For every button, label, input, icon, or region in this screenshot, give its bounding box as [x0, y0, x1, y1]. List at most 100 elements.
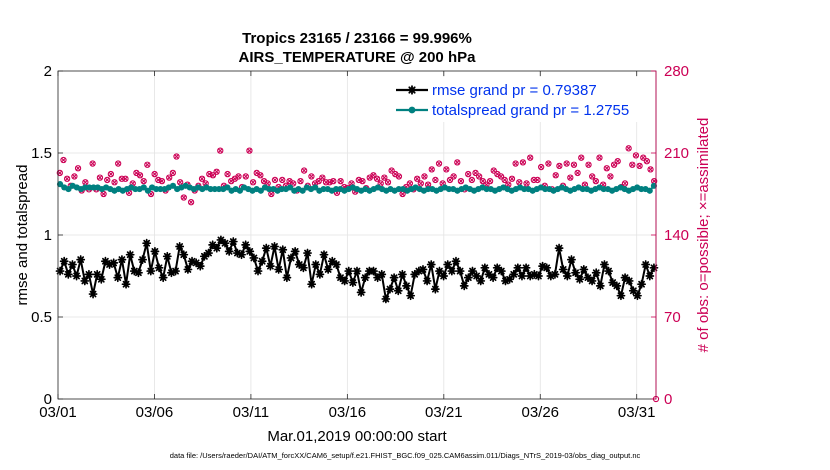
obs-possible-marker: [337, 177, 344, 185]
obs-count-point: [257, 172, 264, 179]
obs-possible-marker: [315, 177, 322, 185]
obs-assimilated-marker: [637, 163, 643, 169]
obs-possible-marker: [476, 173, 483, 180]
obs-possible-marker: [381, 174, 388, 181]
obs-possible-marker: [169, 169, 177, 177]
obs-count-point: [614, 158, 621, 165]
obs-count-point: [523, 180, 530, 187]
obs-possible-marker: [104, 176, 111, 184]
obs-possible-marker: [319, 174, 326, 181]
obs-count-point: [578, 154, 585, 161]
obs-count-point: [417, 180, 424, 187]
obs-count-point: [74, 165, 82, 172]
obs-assimilated-marker: [181, 194, 187, 201]
obs-assimilated-marker: [443, 166, 449, 172]
rmse-point: [72, 271, 82, 281]
rmse-point: [422, 276, 432, 286]
totalspread-series: [56, 181, 658, 194]
rmse-point: [191, 258, 201, 268]
obs-assimilated-marker: [159, 178, 165, 184]
rmse-point: [443, 260, 453, 269]
rmse-point: [447, 266, 457, 276]
obs-count-point: [432, 176, 439, 184]
rmse-point: [496, 266, 506, 276]
obs-possible-marker: [173, 153, 180, 160]
obs-count-point: [428, 166, 435, 173]
obs-count-point: [552, 172, 559, 179]
obs-assimilated-marker: [374, 176, 380, 182]
rmse-point: [637, 279, 647, 289]
obs-count-point: [443, 166, 450, 173]
obs-assimilated-marker: [520, 159, 526, 165]
obs-assimilated-marker: [64, 176, 70, 182]
obs-assimilated-marker: [596, 155, 603, 161]
obs-count-point: [319, 174, 326, 181]
obs-count-point: [151, 170, 158, 178]
rmse-point: [608, 278, 618, 288]
obs-assimilated-marker: [243, 173, 249, 180]
obs-assimilated-marker: [545, 160, 552, 167]
rmse-point: [517, 271, 527, 281]
obs-count-point: [166, 174, 173, 181]
obs-assimilated-marker: [527, 155, 533, 161]
obs-assimilated-marker: [407, 180, 413, 187]
x-tick-label: 03/11: [233, 404, 269, 421]
obs-assimilated-marker: [432, 177, 438, 183]
rmse-point: [356, 287, 366, 297]
obs-count-point: [300, 167, 308, 174]
rmse-point: [575, 274, 585, 284]
rmse-point: [208, 240, 218, 250]
obs-possible-marker: [574, 169, 581, 177]
rmse-point: [463, 273, 473, 283]
x-tick-label: 03/06: [136, 404, 174, 421]
rmse-point: [171, 266, 180, 276]
rmse-point: [587, 276, 597, 286]
totalspread-point: [646, 187, 653, 194]
obs-possible-marker: [446, 176, 454, 184]
rmse-point: [616, 291, 626, 301]
y-tick-label-right: 140: [664, 227, 689, 244]
obs-possible-marker: [330, 177, 337, 185]
rmse-point: [488, 273, 498, 283]
obs-count-point: [632, 152, 640, 159]
obs-count-point: [589, 173, 596, 180]
obs-count-point: [158, 177, 166, 185]
y-tick-label-left: 1.5: [31, 145, 52, 162]
obs-assimilated-marker: [465, 171, 471, 177]
obs-possible-marker: [523, 180, 530, 187]
rmse-point: [340, 276, 350, 286]
obs-assimilated-marker: [578, 155, 584, 161]
obs-possible-marker: [512, 160, 519, 167]
x-tick-label: 03/31: [618, 404, 656, 421]
obs-possible-marker: [60, 156, 67, 164]
rmse-point: [55, 266, 65, 276]
obs-count-point: [508, 175, 516, 182]
rmse-point: [414, 266, 424, 276]
rmse-point: [348, 278, 358, 288]
rmse-point: [199, 251, 209, 261]
y-tick-label-right: 70: [664, 309, 681, 326]
obs-assimilated-marker: [199, 176, 205, 182]
rmse-point: [232, 248, 242, 258]
rmse-point: [59, 256, 69, 266]
rmse-point: [142, 238, 152, 248]
obs-possible-marker: [490, 167, 497, 174]
obs-possible-marker: [435, 160, 443, 167]
obs-possible-marker: [224, 170, 231, 178]
obs-count-point: [71, 173, 78, 180]
obs-possible-marker: [187, 199, 195, 206]
obs-assimilated-marker: [626, 145, 632, 151]
rmse-point: [109, 258, 119, 268]
rmse-point: [426, 260, 436, 269]
obs-assimilated-marker: [90, 160, 96, 167]
obs-assimilated-marker: [615, 158, 621, 164]
rmse-point: [562, 271, 572, 281]
obs-possible-marker: [632, 152, 640, 159]
obs-count-point: [596, 154, 603, 161]
obs-possible-marker: [465, 170, 472, 178]
obs-count-point: [373, 175, 381, 182]
rmse-point: [237, 250, 246, 260]
obs-assimilated-marker: [429, 166, 435, 172]
obs-assimilated-marker: [82, 179, 88, 185]
obs-count-point: [643, 158, 651, 165]
